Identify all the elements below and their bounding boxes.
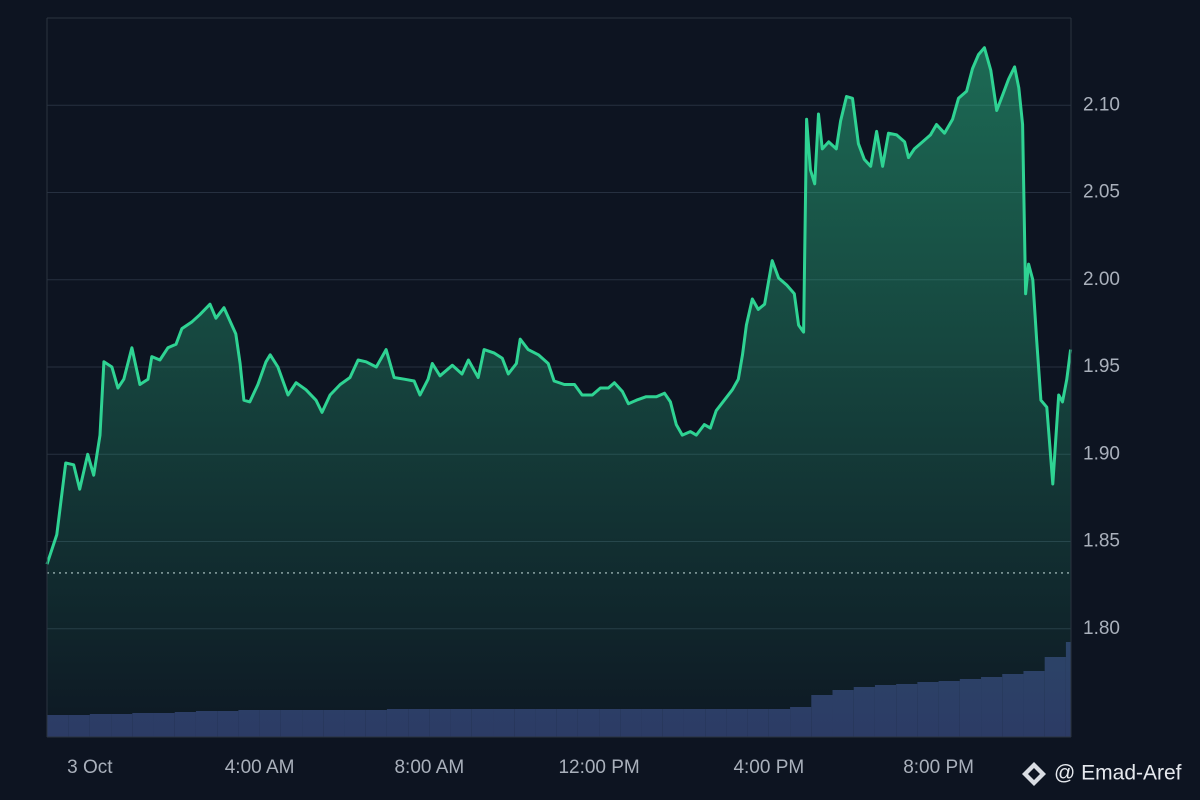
x-tick-label: 8:00 PM (903, 757, 974, 778)
y-tick-label: 1.90 (1083, 443, 1120, 464)
x-tick-label: 12:00 PM (558, 757, 639, 778)
y-tick-label: 2.05 (1083, 182, 1120, 203)
logo-diamond (1022, 762, 1046, 786)
watermark: @ Emad-Aref (1054, 762, 1182, 785)
x-tick-label: 3 Oct (67, 757, 113, 778)
price-area (47, 47, 1071, 737)
x-tick-label: 8:00 AM (394, 757, 464, 778)
line-layer (45, 46, 1073, 737)
y-tick-label: 1.85 (1083, 531, 1120, 552)
price-line (45, 46, 1073, 565)
y-tick-label: 1.80 (1083, 618, 1120, 639)
x-tick-label: 4:00 PM (733, 757, 804, 778)
text-layer: 1.80 1.85 1.90 1.95 2.00 2.05 2.10 3 Oct 4:00 AM… (67, 94, 1120, 778)
watermark-logo (1022, 762, 1046, 786)
y-tick-label: 2.00 (1083, 269, 1120, 290)
x-tick-label: 4:00 AM (225, 757, 295, 778)
y-tick-label: 2.10 (1083, 94, 1120, 115)
y-tick-label: 1.95 (1083, 356, 1120, 377)
